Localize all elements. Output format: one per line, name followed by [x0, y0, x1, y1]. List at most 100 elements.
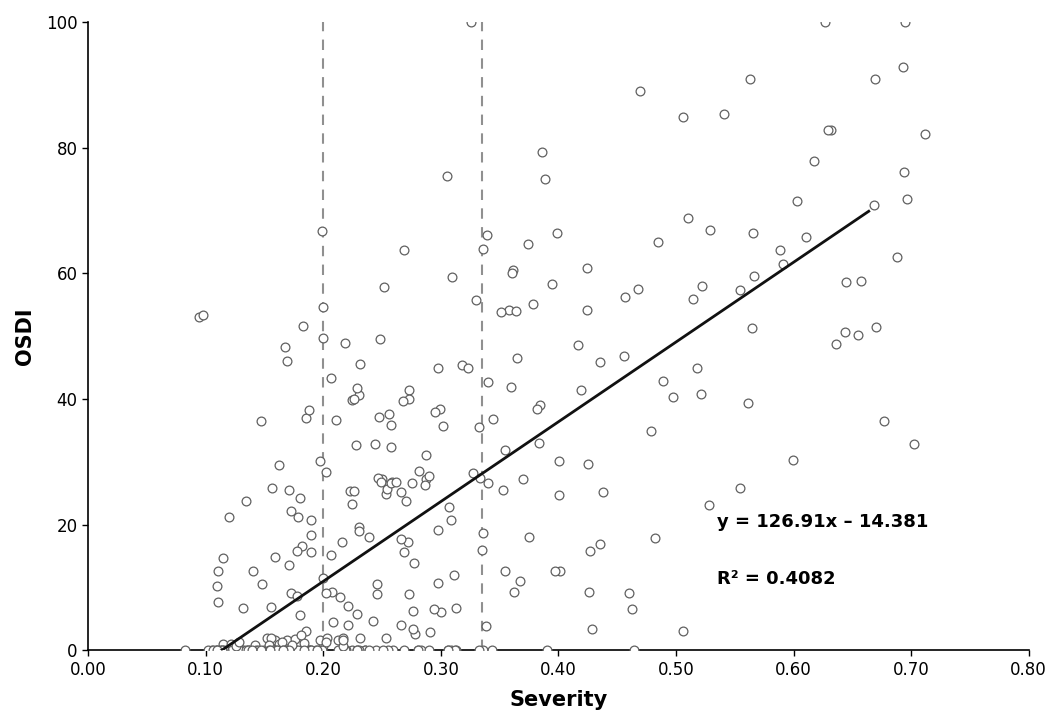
Point: [693, 281, 710, 292]
Point: [383, 420, 400, 431]
Point: [348, 645, 365, 656]
Point: [332, 645, 349, 656]
Point: [269, 645, 286, 656]
Point: [318, 587, 335, 599]
Point: [271, 459, 288, 471]
Point: [500, 304, 517, 316]
Text: y = 126.91x – 14.381: y = 126.91x – 14.381: [717, 513, 928, 531]
Point: [400, 536, 417, 547]
Point: [384, 645, 401, 656]
Point: [194, 310, 211, 321]
Point: [578, 262, 595, 274]
Point: [701, 499, 718, 510]
Point: [295, 320, 312, 332]
Point: [211, 645, 228, 656]
Point: [549, 227, 566, 239]
Point: [474, 243, 491, 254]
Point: [503, 268, 520, 279]
Point: [284, 639, 301, 650]
Point: [261, 645, 278, 656]
Point: [352, 358, 369, 370]
Point: [434, 420, 451, 432]
Point: [311, 645, 328, 656]
Point: [643, 426, 660, 437]
Point: [292, 629, 309, 641]
Point: [382, 477, 399, 489]
Point: [213, 645, 230, 656]
Point: [444, 271, 461, 283]
Point: [267, 551, 284, 563]
Point: [369, 588, 386, 600]
X-axis label: Severity: Severity: [510, 690, 607, 710]
Point: [538, 645, 555, 656]
Point: [335, 632, 352, 644]
Point: [581, 586, 598, 597]
Point: [744, 227, 761, 239]
Point: [274, 645, 291, 656]
Point: [582, 546, 599, 558]
Point: [850, 329, 867, 341]
Point: [347, 439, 364, 451]
Point: [348, 645, 365, 656]
Point: [623, 604, 640, 616]
Point: [241, 645, 258, 656]
Point: [350, 525, 367, 536]
Point: [440, 645, 457, 656]
Point: [337, 645, 354, 656]
Point: [352, 632, 369, 644]
Point: [221, 510, 238, 522]
Point: [234, 645, 251, 656]
Point: [889, 251, 906, 262]
Point: [632, 86, 649, 97]
Point: [377, 489, 394, 500]
Point: [405, 605, 422, 617]
Point: [365, 616, 382, 627]
Point: [204, 645, 221, 656]
Point: [422, 626, 439, 637]
Point: [227, 645, 244, 656]
Point: [478, 229, 495, 241]
Point: [367, 645, 384, 656]
Point: [269, 645, 286, 656]
Point: [208, 645, 225, 656]
Point: [459, 362, 476, 374]
Point: [311, 455, 328, 467]
Point: [308, 645, 325, 656]
Point: [296, 645, 313, 656]
Point: [274, 645, 291, 656]
Point: [377, 631, 394, 643]
Point: [376, 281, 393, 293]
Point: [372, 333, 389, 344]
Point: [287, 634, 304, 645]
Point: [331, 591, 348, 602]
Point: [396, 244, 413, 256]
Point: [477, 620, 494, 631]
Point: [289, 545, 306, 557]
Point: [344, 498, 361, 510]
Point: [684, 293, 701, 304]
Point: [525, 298, 542, 310]
Point: [350, 645, 367, 656]
Point: [311, 645, 328, 656]
Point: [772, 244, 789, 256]
Point: [421, 470, 438, 481]
Point: [254, 578, 271, 589]
Point: [716, 108, 733, 120]
Point: [264, 645, 281, 656]
Point: [407, 629, 424, 640]
Point: [741, 74, 758, 86]
Point: [395, 395, 412, 407]
Point: [361, 645, 378, 656]
Point: [209, 645, 226, 656]
Point: [675, 625, 692, 637]
Point: [357, 645, 374, 656]
Point: [360, 531, 377, 543]
Point: [278, 355, 295, 367]
Point: [287, 645, 304, 656]
Point: [400, 384, 417, 396]
Point: [853, 275, 870, 286]
Point: [190, 312, 207, 323]
Point: [493, 307, 510, 318]
Point: [264, 645, 281, 656]
Point: [297, 625, 314, 637]
